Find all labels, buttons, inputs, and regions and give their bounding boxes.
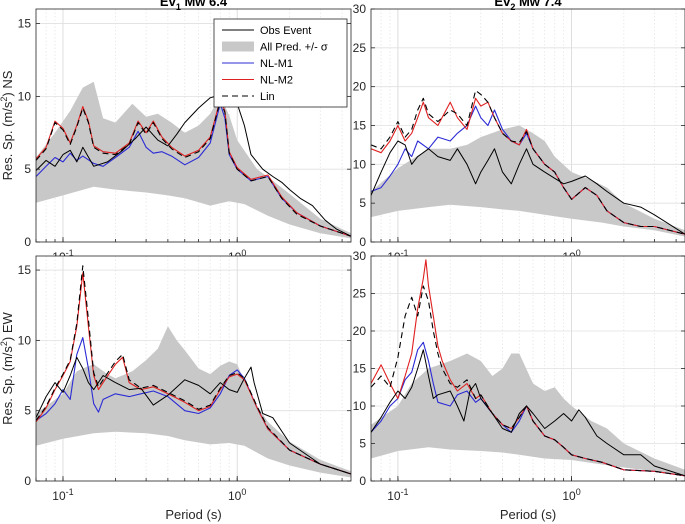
y-tick-label: 25	[353, 287, 367, 301]
y-tick-label: 0	[359, 235, 366, 249]
x-axis-label: Period (s)	[165, 507, 221, 522]
panel-ev1-ew: 0 5 10 15 10-1 100 Period (s) Res. Sp. (m/s2) E…	[0, 255, 352, 522]
y-tick-label: 15	[353, 119, 367, 133]
series-lin	[371, 285, 685, 477]
y-tick-label: 30	[353, 249, 367, 263]
y-tick-label: 10	[18, 333, 32, 347]
data-layer	[36, 265, 351, 478]
x-axis-label: Period (s)	[500, 507, 556, 522]
y-tick-label: 5	[24, 162, 31, 176]
y-tick-label: 0	[24, 474, 31, 488]
y-tick-label: 20	[353, 324, 367, 338]
y-tick-label: 10	[353, 157, 367, 171]
y-axis-label: Res. Sp. (m/s2) NS	[0, 70, 15, 180]
data-layer	[36, 81, 351, 239]
y-axis-label: Res. Sp. (m/s2) EW	[0, 311, 15, 424]
series-lin	[36, 265, 351, 475]
y-tick-label: 15	[18, 17, 32, 31]
prediction-band	[371, 353, 685, 477]
legend-label: Lin	[260, 91, 275, 103]
column-title: Ev2 Mw 7.4	[494, 0, 562, 12]
legend-label: NL-M2	[260, 75, 293, 87]
y-tick-label: 15	[18, 263, 32, 277]
panel-ev2-ew: 0 5 10 15 20 25 30 10-1 100 Period (s)	[353, 249, 685, 522]
prediction-band	[36, 326, 351, 478]
y-tick-label: 0	[359, 474, 366, 488]
y-tick-label: 10	[18, 89, 32, 103]
x-tick-label: 10-1	[52, 487, 73, 503]
y-tick-label: 15	[353, 362, 367, 376]
y-tick-label: 5	[359, 437, 366, 451]
series-lin	[371, 89, 685, 235]
data-layer	[371, 89, 685, 237]
y-tick-label: 20	[353, 80, 367, 94]
y-tick-label: 5	[24, 404, 31, 418]
y-tick-label: 10	[353, 399, 367, 413]
y-tick-label: 30	[353, 2, 367, 16]
legend-swatch	[222, 41, 254, 52]
series-obs	[371, 349, 685, 477]
axes-frame	[35, 8, 352, 243]
column-title: Ev1 Mw 6.4	[160, 0, 228, 12]
legend-label: Obs Event	[260, 25, 311, 37]
legend-label: All Pred. +/- σ	[260, 42, 328, 54]
axes-frame	[35, 255, 352, 482]
legend: Obs Event All Pred. +/- σ NL-M1 NL-M2 Lin	[213, 18, 348, 108]
x-tick-label: 100	[228, 487, 246, 503]
y-tick-label: 25	[353, 41, 367, 55]
x-tick-label: 10-1	[387, 487, 408, 503]
prediction-band	[371, 125, 685, 237]
y-tick-label: 5	[359, 196, 366, 210]
series-obs	[36, 94, 351, 237]
series-obs	[371, 140, 685, 235]
y-tick-label: 0	[24, 235, 31, 249]
series-m2	[36, 98, 351, 237]
series-obs	[36, 356, 351, 475]
x-tick-label: 100	[562, 487, 580, 503]
legend-label: NL-M1	[260, 58, 293, 70]
series-lin	[36, 100, 351, 237]
data-layer	[371, 259, 685, 477]
